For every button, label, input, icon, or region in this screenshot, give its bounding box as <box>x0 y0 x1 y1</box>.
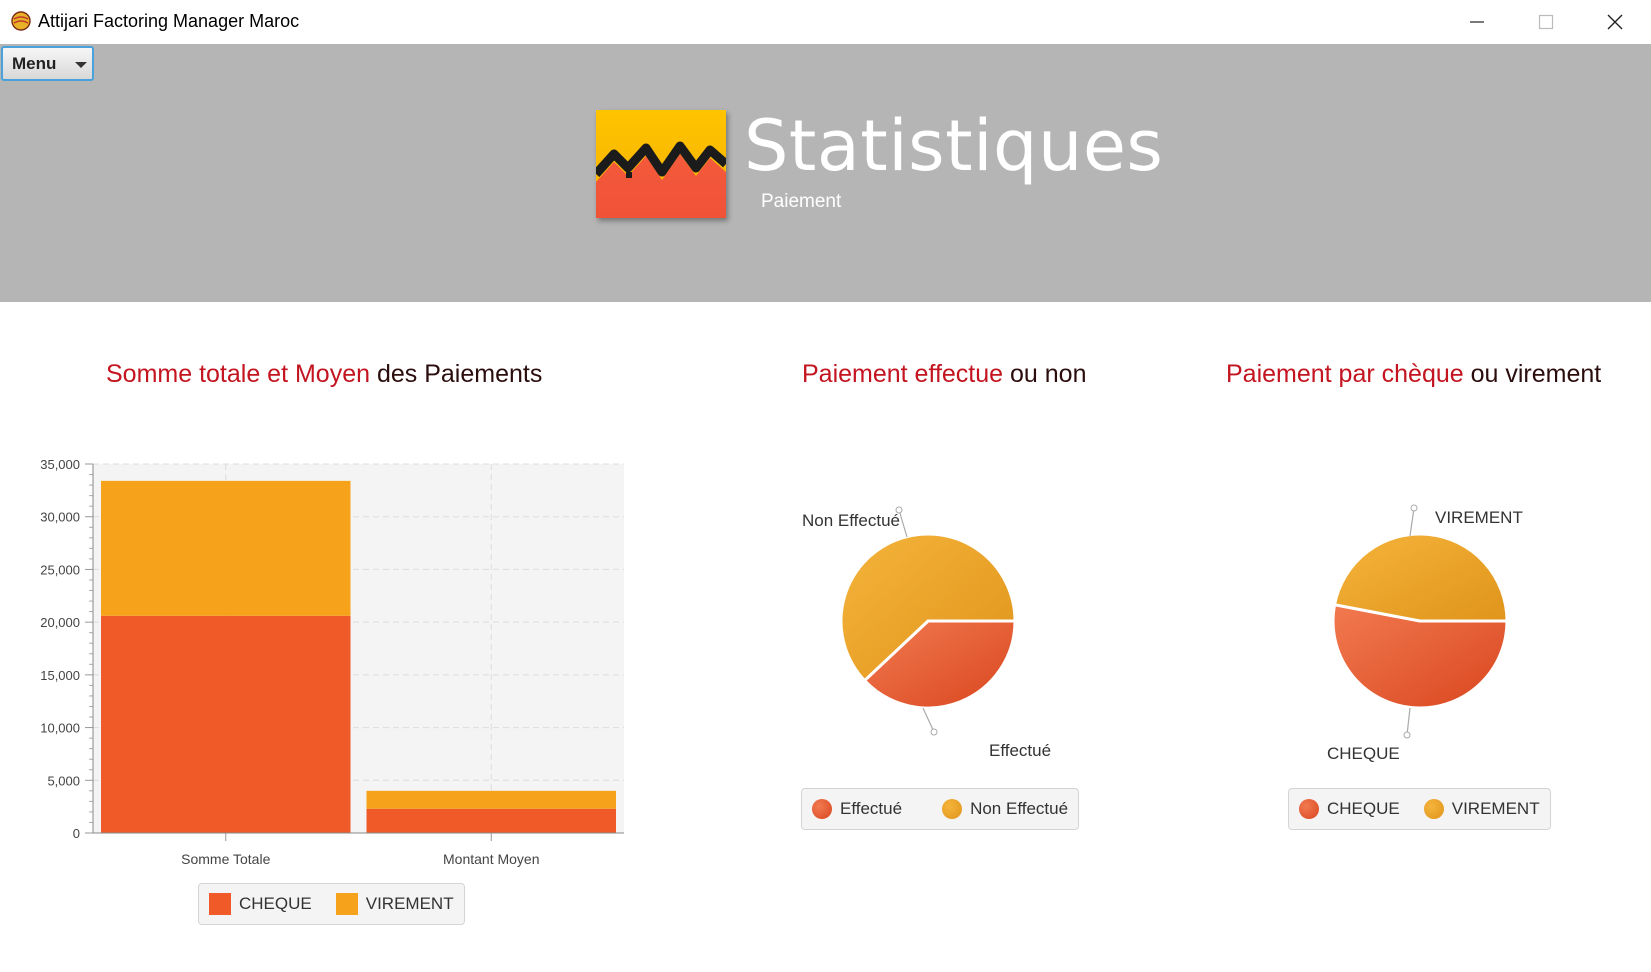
pie2-chart-title: Paiement par chèque ou virement <box>1226 362 1601 387</box>
legend-label: VIREMENT <box>365 894 454 913</box>
y-tick-label: 20,000 <box>40 615 80 630</box>
bar-chart-title-part1: Somme totale et Moyen <box>106 360 371 388</box>
leader-line <box>1406 707 1411 736</box>
pie-chart-cheque-virement <box>1331 504 1509 739</box>
y-tick-label: 10,000 <box>40 721 80 736</box>
bar-cheque-somme-totale <box>101 615 351 833</box>
chevron-down-icon <box>75 62 87 68</box>
pie2-chart-title-part1: Paiement par chèque <box>1226 360 1464 388</box>
maximize-icon <box>1538 14 1554 30</box>
legend-label: Effectué <box>840 799 903 818</box>
pie-slice-virement <box>1332 532 1509 623</box>
pie1-label-effectue: Effectué <box>989 741 1052 760</box>
legend-label: CHEQUE <box>239 894 312 913</box>
legend-label: CHEQUE <box>1327 799 1400 818</box>
legend-swatch-virement <box>335 893 358 915</box>
y-tick-label: 35,000 <box>40 457 80 472</box>
pie1-chart-title-part1: Paiement effectue <box>802 360 1004 388</box>
y-tick-label: 15,000 <box>40 668 80 683</box>
leader-dot <box>1410 504 1418 512</box>
y-tick-label: 5,000 <box>47 773 80 788</box>
minimize-button[interactable] <box>1442 0 1512 44</box>
close-button[interactable] <box>1580 0 1650 44</box>
leader-dot <box>895 506 903 514</box>
pie2-legend: CHEQUE VIREMENT <box>1288 788 1551 830</box>
menu-button[interactable]: Menu <box>1 46 94 81</box>
legend-dot-effectue <box>812 799 832 819</box>
window-titlebar: Attijari Factoring Manager Maroc <box>0 0 1651 44</box>
window-title: Attijari Factoring Manager Maroc <box>38 11 300 31</box>
pie2-chart-title-part2: ou virement <box>1470 360 1602 388</box>
legend-item-virement: VIREMENT <box>335 893 454 915</box>
legend-item-cheque: CHEQUE <box>1299 799 1400 819</box>
pie2-label-cheque: CHEQUE <box>1327 744 1400 763</box>
bar-chart-title: Somme totale et Moyen des Paiements <box>106 362 542 387</box>
menu-label: Menu <box>12 53 57 73</box>
legend-item-non-effectue: Non Effectué <box>942 799 1068 819</box>
x-tick-label: Somme Totale <box>181 851 270 867</box>
bar-chart-title-part2: des Paiements <box>376 360 543 388</box>
legend-item-cheque: CHEQUE <box>209 893 312 915</box>
legend-dot-non-effectue <box>942 799 963 819</box>
pie-slice-effectu- <box>862 619 1017 710</box>
pie1-legend: Effectué Non Effectué <box>801 788 1080 830</box>
pie2-label-virement: VIREMENT <box>1435 508 1523 527</box>
legend-swatch-cheque <box>209 893 231 915</box>
legend-dot-cheque <box>1299 799 1319 819</box>
leader-dot <box>1403 731 1411 739</box>
x-tick-label: Montant Moyen <box>443 851 540 867</box>
leader-line <box>922 707 935 733</box>
y-tick-label: 30,000 <box>40 510 80 525</box>
pie1-label-non-effectue: Non Effectué <box>802 511 900 530</box>
pie1-chart-title-part2: ou non <box>1010 360 1087 388</box>
legend-label: Non Effectué <box>970 799 1069 818</box>
bar-virement-somme-totale <box>101 480 351 616</box>
pie-slice-cheque <box>1331 602 1509 710</box>
page-subtitle: Paiement <box>761 191 842 212</box>
y-tick-label: 0 <box>73 826 80 841</box>
leader-line <box>898 509 908 538</box>
legend-dot-virement <box>1423 799 1444 819</box>
page-title: Statistiques <box>744 105 1164 187</box>
leader-dot <box>930 728 938 736</box>
close-icon <box>1607 14 1623 30</box>
minimize-icon <box>1470 21 1484 23</box>
bar-cheque-montant-moyen <box>366 808 616 833</box>
bar-chart-legend: CHEQUE VIREMENT <box>198 883 465 925</box>
pie-chart-effectue <box>839 506 1017 736</box>
pie1-chart-title: Paiement effectue ou non <box>802 362 1086 387</box>
maximize-button[interactable] <box>1511 0 1581 44</box>
company-logo <box>596 110 726 218</box>
leader-line <box>1409 507 1415 537</box>
legend-item-effectue: Effectué <box>812 799 902 819</box>
legend-label: VIREMENT <box>1451 799 1540 818</box>
pie-slice-non-effectu- <box>839 532 1017 683</box>
app-icon <box>11 11 31 31</box>
stacked-bar-chart: 0 5,000 10,000 15,000 20,000 25,000 30,000 35,0… <box>40 457 624 867</box>
y-tick-label: 25,000 <box>40 562 80 577</box>
bar-virement-montant-moyen <box>366 790 616 809</box>
legend-item-virement: VIREMENT <box>1423 799 1540 819</box>
header-banner: Menu Statistiques Paiement <box>0 44 1651 302</box>
